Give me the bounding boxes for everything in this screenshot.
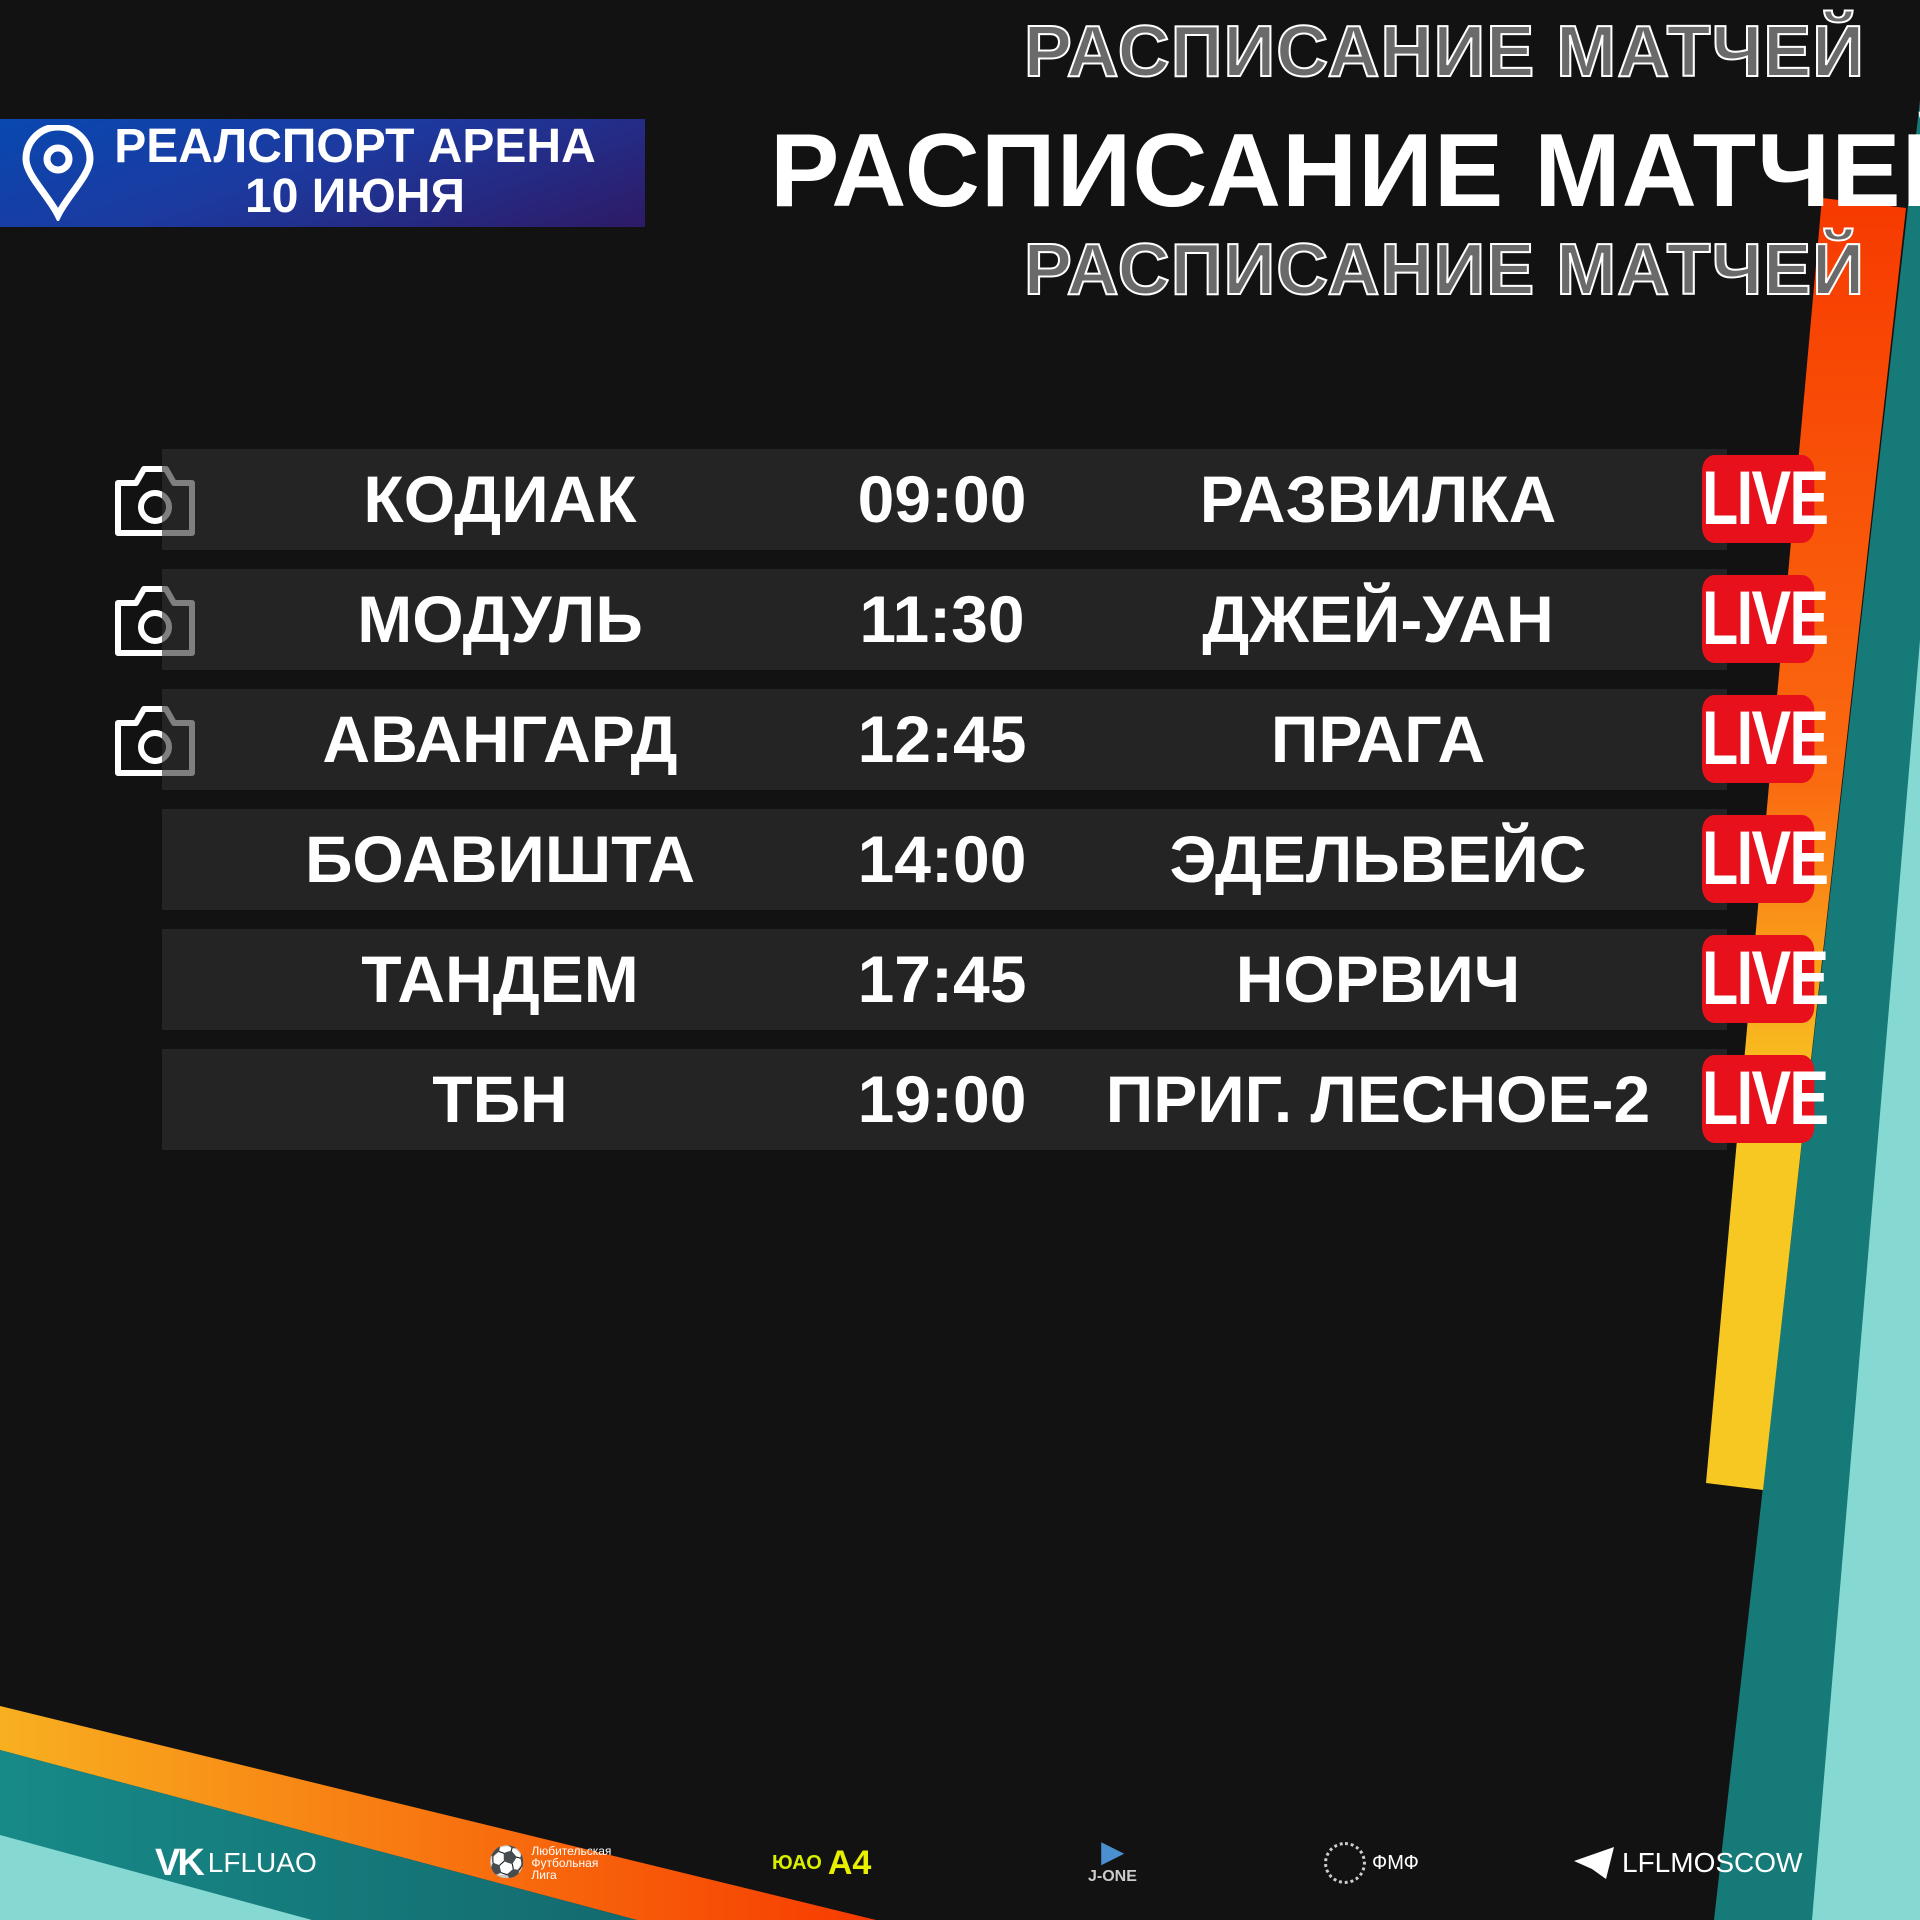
live-button[interactable]: LIVE (1702, 935, 1829, 1023)
vk-icon: VK (155, 1841, 205, 1884)
live-button[interactable]: LIVE (1702, 695, 1829, 783)
jone-logo: ▶ J-ONE (1088, 1836, 1137, 1885)
home-team: ТАНДЕМ (361, 942, 639, 1016)
a4-logo-icon: A4 (827, 1843, 872, 1882)
match-time: 14:00 (857, 822, 1027, 896)
yuao-logo: ЮАО A4 (772, 1843, 872, 1882)
home-team: БОАВИШТА (304, 822, 696, 896)
light-teal-stripe-right (1812, 640, 1920, 1920)
match-row: МОДУЛЬ 11:30 ДЖЕЙ-УАН (162, 569, 1727, 670)
telegram-icon (1574, 1847, 1614, 1879)
league-ball-icon: ⚽ (488, 1846, 526, 1879)
fmf-logo: ФМФ (1324, 1835, 1419, 1891)
teal-stripe-bottom (0, 1750, 637, 1920)
match-time: 09:00 (857, 462, 1027, 536)
vk-link[interactable]: VK LFLUAO (155, 1841, 317, 1884)
telegram-link[interactable]: LFLMOSCOW (1572, 1835, 1802, 1891)
away-team: РАЗВИЛКА (1199, 462, 1557, 536)
fmf-emblem-icon (1324, 1842, 1366, 1884)
play-icon: ▶ (1101, 1836, 1124, 1867)
away-team: ПРИГ. ЛЕСНОЕ-2 (1105, 1062, 1651, 1136)
league-logo: ⚽ Любительская Футбольная Лига (488, 1844, 612, 1882)
live-button[interactable]: LIVE (1702, 1055, 1829, 1143)
page-title: РАСПИСАНИЕ МАТЧЕЙ (770, 113, 1920, 229)
match-row: АВАНГАРД 12:45 ПРАГА (162, 689, 1727, 790)
match-time: 11:30 (859, 582, 1025, 656)
match-time: 12:45 (857, 702, 1027, 776)
away-team: ЭДЕЛЬВЕЙС (1169, 822, 1587, 896)
location-pin-icon (22, 125, 94, 221)
match-row: БОАВИШТА 14:00 ЭДЕЛЬВЕЙС (162, 809, 1727, 910)
live-button[interactable]: LIVE (1702, 575, 1829, 663)
match-time: 17:45 (857, 942, 1027, 1016)
title-outline-top: РАСПИСАНИЕ МАТЧЕЙ (1023, 11, 1865, 93)
away-team: ПРАГА (1270, 702, 1486, 776)
title-outline-bottom: РАСПИСАНИЕ МАТЧЕЙ (1023, 229, 1865, 311)
match-time: 19:00 (857, 1062, 1027, 1136)
home-team: КОДИАК (363, 462, 637, 536)
home-team: МОДУЛЬ (357, 582, 643, 656)
live-button[interactable]: LIVE (1702, 455, 1829, 543)
light-teal-stripe-bottom (0, 1835, 312, 1920)
match-row: КОДИАК 09:00 РАЗВИЛКА (162, 449, 1727, 550)
match-date: 10 ИЮНЯ (245, 170, 465, 223)
live-button[interactable]: LIVE (1702, 815, 1829, 903)
home-team: АВАНГАРД (322, 702, 678, 776)
away-team: ДЖЕЙ-УАН (1202, 582, 1554, 656)
match-row: ТБН 19:00 ПРИГ. ЛЕСНОЕ-2 (162, 1049, 1727, 1150)
venue-banner: РЕАЛСПОРТ АРЕНА 10 ИЮНЯ (0, 119, 645, 227)
home-team: ТБН (432, 1062, 568, 1136)
orange-stripe-bottom (0, 1706, 876, 1920)
match-row: ТАНДЕМ 17:45 НОРВИЧ (162, 929, 1727, 1030)
away-team: НОРВИЧ (1235, 942, 1521, 1016)
venue-name: РЕАЛСПОРТ АРЕНА (114, 120, 596, 173)
